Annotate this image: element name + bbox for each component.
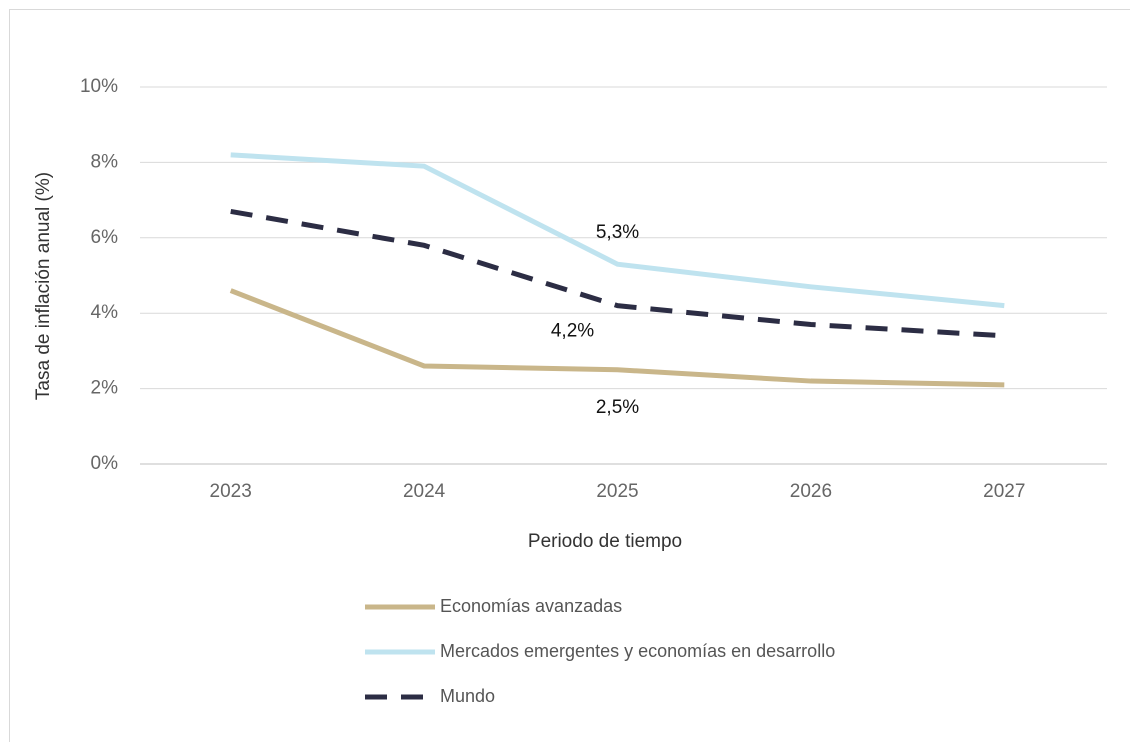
x-tick-label: 2025 [596,481,638,502]
y-tick-label: 10% [80,76,118,97]
legend-label: Mundo [440,686,495,706]
data-label: 2,5% [596,397,639,418]
x-tick-label: 2027 [983,481,1025,502]
y-tick-label: 2% [91,378,119,399]
x-tick-label: 2026 [790,481,832,502]
y-tick-label: 0% [91,453,119,474]
y-tick-label: 8% [91,151,119,172]
x-axis-title: Periodo de tiempo [528,531,682,552]
chart-border [9,9,1130,742]
x-tick-label: 2024 [403,481,446,502]
line-series [230,208,1005,339]
y-axis-title: Tasa de inflación anual (%) [33,172,54,400]
legend-label: Economías avanzadas [440,596,622,616]
line-series [230,152,1005,309]
y-tick-label: 4% [91,302,119,323]
line-series [229,288,1005,388]
x-tick-label: 2023 [210,481,252,502]
data-label: 5,3% [596,222,639,243]
data-label: 4,2% [551,321,594,342]
y-tick-label: 6% [91,227,119,248]
legend-label: Mercados emergentes y economías en desar… [440,641,835,661]
